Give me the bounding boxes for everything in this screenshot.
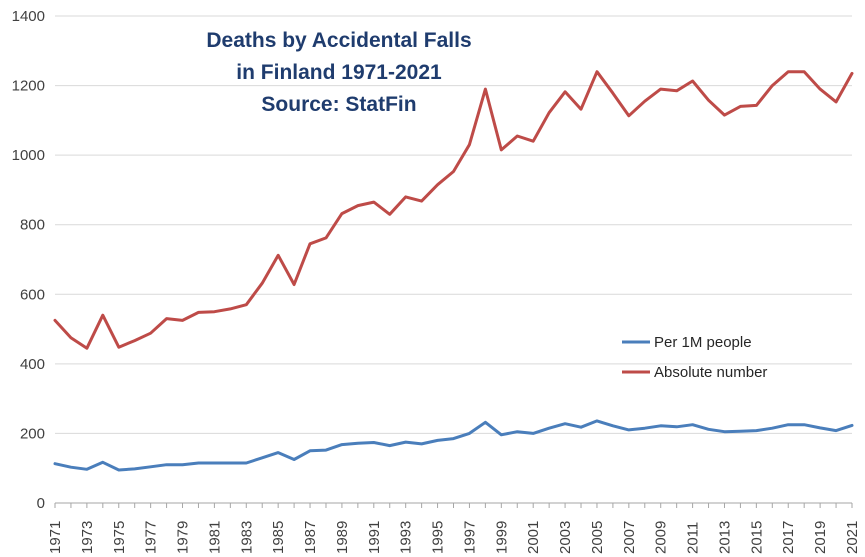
series-line-1 — [53, 70, 854, 350]
x-tick-label: 2019 — [812, 521, 829, 554]
x-tick-label: 1995 — [430, 521, 447, 554]
y-tick-label: 800 — [20, 217, 45, 234]
x-tick-label: 1985 — [270, 521, 287, 554]
y-axis-tick-labels: 0 200 400 600 800 1000 1200 1400 — [12, 8, 45, 512]
y-tick-label: 0 — [37, 495, 45, 512]
x-tick-label: 1975 — [111, 521, 128, 554]
y-tick-label: 600 — [20, 286, 45, 303]
x-tick-label: 2007 — [621, 521, 638, 554]
y-tick-label: 200 — [20, 425, 45, 442]
x-axis — [54, 502, 853, 508]
x-tick-label: 2017 — [780, 521, 797, 554]
chart-title-line-3: Source: StatFin — [261, 93, 416, 116]
y-tick-label: 1000 — [12, 147, 45, 164]
x-tick-label: 1993 — [398, 521, 415, 554]
legend: Per 1M people Absolute number — [622, 334, 767, 381]
x-tick-label: 2015 — [748, 521, 765, 554]
x-tick-label: 2009 — [653, 521, 670, 554]
x-tick-label: 2003 — [557, 521, 574, 554]
chart-title: Deaths by Accidental Falls in Finland 19… — [206, 29, 471, 116]
y-tick-label: 1400 — [12, 8, 45, 25]
chart-title-line-1: Deaths by Accidental Falls — [206, 29, 471, 52]
x-tick-label: 1973 — [79, 521, 96, 554]
legend-item-per-1m: Per 1M people — [622, 334, 752, 351]
gridlines — [55, 15, 852, 434]
legend-label-per-1m: Per 1M people — [654, 334, 752, 351]
x-tick-label: 1991 — [366, 521, 383, 554]
x-tick-label: 1999 — [493, 521, 510, 554]
y-tick-label: 1200 — [12, 78, 45, 95]
x-tick-label: 2021 — [844, 521, 861, 554]
x-tick-label: 1989 — [334, 521, 351, 554]
x-tick-label: 2013 — [716, 521, 733, 554]
x-tick-label: 1983 — [238, 521, 255, 554]
x-tick-label: 1979 — [175, 521, 192, 554]
y-tick-label: 400 — [20, 356, 45, 373]
x-tick-label: 1997 — [461, 521, 478, 554]
x-tick-label: 1981 — [206, 521, 223, 554]
x-tick-label: 2001 — [525, 521, 542, 554]
legend-item-absolute: Absolute number — [622, 364, 767, 381]
x-tick-label: 1971 — [47, 521, 64, 554]
x-tick-label: 1987 — [302, 521, 319, 554]
chart-title-line-2: in Finland 1971-2021 — [236, 61, 442, 84]
x-axis-tick-labels: 1971 1973 1975 1977 1979 1981 1983 1985 1987 1989… — [47, 521, 861, 554]
x-tick-label: 2011 — [685, 522, 702, 554]
series-lines — [53, 70, 854, 472]
x-tick-label: 2005 — [589, 521, 606, 554]
series-line-0 — [53, 419, 854, 472]
x-tick-label: 1977 — [143, 521, 160, 554]
legend-label-absolute: Absolute number — [654, 364, 767, 381]
